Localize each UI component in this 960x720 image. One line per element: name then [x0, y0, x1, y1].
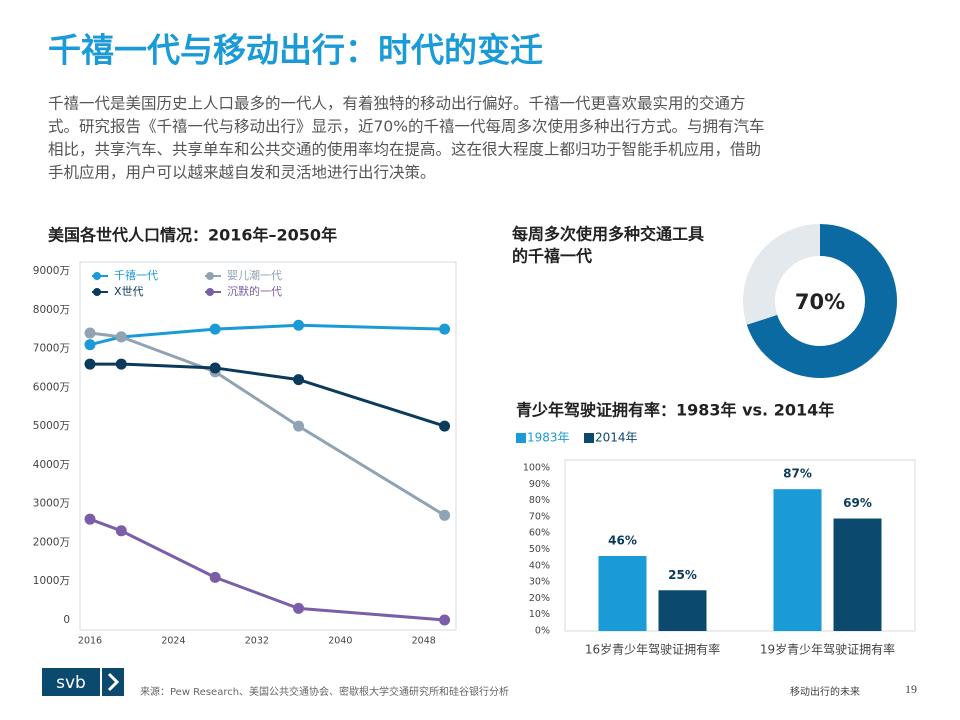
value-label: 69%	[843, 496, 872, 510]
point	[293, 420, 305, 432]
page-number: 19	[905, 682, 917, 696]
y-tick-label: 0	[63, 614, 70, 626]
legend-label: 婴儿潮一代	[227, 268, 282, 282]
intro-line: 千禧一代是美国历史上人口最多的一代人，有着独特的移动出行偏好。千禧一代更喜欢最实…	[48, 95, 746, 113]
intro-line: 手机应用，用户可以越来越自发和灵活地进行出行决策。	[48, 163, 436, 182]
y-tick-label: 4000万	[33, 459, 70, 471]
y-tick-label: 30%	[529, 577, 550, 588]
x-tick-label: 2032	[245, 636, 269, 647]
y-tick-label: 7000万	[33, 343, 70, 355]
y-tick-label: 20%	[529, 593, 550, 604]
point	[115, 358, 127, 370]
point	[209, 323, 221, 335]
point	[84, 339, 96, 351]
y-tick-label: 2000万	[33, 536, 70, 548]
point	[115, 525, 127, 537]
y-tick-label: 100%	[523, 463, 550, 474]
y-tick-label: 70%	[529, 511, 550, 522]
footer: svb 来源：Pew Research、美国公共交通协会、密歇根大学交通研究所和…	[42, 668, 917, 698]
point	[115, 331, 127, 343]
point	[439, 420, 451, 432]
bar	[773, 489, 822, 631]
source: 来源：Pew Research、美国公共交通协会、密歇根大学交通研究所和硅谷银行…	[140, 685, 509, 698]
value-label: 87%	[783, 467, 812, 481]
y-tick-label: 10%	[529, 609, 550, 620]
series-line	[89, 517, 445, 622]
legend-label: 2014年	[595, 431, 638, 445]
bar	[598, 556, 647, 631]
chart-title: 美国各世代人口情况：2016年–2050年	[48, 226, 337, 245]
intro: 千禧一代是美国历史上人口最多的一代人，有着独特的移动出行偏好。千禧一代更喜欢最实…	[48, 95, 764, 182]
y-tick-label: 5000万	[33, 420, 70, 432]
point	[439, 509, 451, 521]
line-frame	[79, 261, 457, 631]
legend-marker	[93, 288, 101, 296]
point	[439, 614, 451, 626]
slide-title: 千禧一代与移动出行：时代的变迁	[48, 31, 543, 70]
legend-label: 千禧一代	[114, 269, 158, 282]
legend-swatch	[584, 433, 594, 443]
y-tick-label: 40%	[529, 560, 550, 571]
y-tick-label: 1000万	[33, 575, 70, 587]
legend-swatch	[516, 433, 526, 443]
intro-line: 式。研究报告《千禧一代与移动出行》显示，近70%的千禧一代每周多次使用多种出行方…	[48, 118, 764, 136]
section: 移动出行的未来	[790, 685, 860, 698]
series-line	[90, 362, 446, 428]
x-tick-label: 2024	[161, 636, 185, 647]
value-label: 25%	[668, 568, 697, 582]
legend-marker	[206, 272, 214, 280]
logo: svb	[56, 673, 86, 693]
y-tick-label: 60%	[529, 528, 550, 539]
chart-title: 每周多次使用多种交通工具	[512, 225, 704, 244]
point	[84, 358, 96, 370]
bar	[658, 590, 707, 631]
point	[293, 374, 305, 386]
y-tick-label: 0%	[535, 626, 550, 637]
x-tick-label: 2040	[328, 636, 352, 647]
point	[293, 602, 305, 614]
legend-marker	[93, 272, 101, 280]
x-tick-label: 19岁青少年驾驶证拥有率	[760, 642, 895, 657]
point	[293, 319, 305, 331]
point	[84, 327, 96, 339]
value-label: 46%	[608, 534, 637, 548]
legend-label: X世代	[114, 285, 144, 298]
y-tick-label: 3000万	[33, 498, 70, 510]
center-label: 70%	[795, 290, 845, 314]
x-tick-label: 2016	[78, 636, 102, 647]
chart-title: 的千禧一代	[512, 247, 592, 266]
legend-label: 沉默的一代	[227, 284, 282, 298]
pie-slice	[746, 224, 898, 378]
logo-chevron	[107, 672, 120, 692]
x-tick-label: 16岁青少年驾驶证拥有率	[585, 642, 720, 657]
series-line	[89, 331, 446, 517]
y-tick-label: 6000万	[33, 381, 70, 393]
pie-slice	[743, 224, 820, 325]
point	[209, 362, 221, 374]
y-tick-label: 90%	[529, 479, 550, 490]
point	[209, 571, 221, 583]
chart-title: 青少年驾驶证拥有率：1983年 vs. 2014年	[516, 401, 834, 420]
point	[84, 513, 96, 525]
logo-chevron-box	[102, 668, 124, 696]
y-tick-label: 8000万	[33, 304, 70, 316]
y-tick-label: 9000万	[33, 265, 70, 277]
point	[439, 323, 451, 335]
y-tick-label: 80%	[529, 495, 550, 506]
bar-frame	[564, 459, 916, 632]
y-tick-label: 50%	[529, 544, 550, 555]
series-line	[89, 323, 445, 347]
x-tick-label: 2048	[412, 636, 436, 647]
legend-label: 1983年	[527, 431, 570, 445]
bar	[833, 518, 882, 631]
logo-box	[42, 668, 100, 696]
legend-marker	[206, 288, 214, 296]
intro-line: 相比，共享汽车、共享单车和公共交通的使用率均在提高。这在很大程度上都归功于智能手…	[48, 140, 761, 159]
